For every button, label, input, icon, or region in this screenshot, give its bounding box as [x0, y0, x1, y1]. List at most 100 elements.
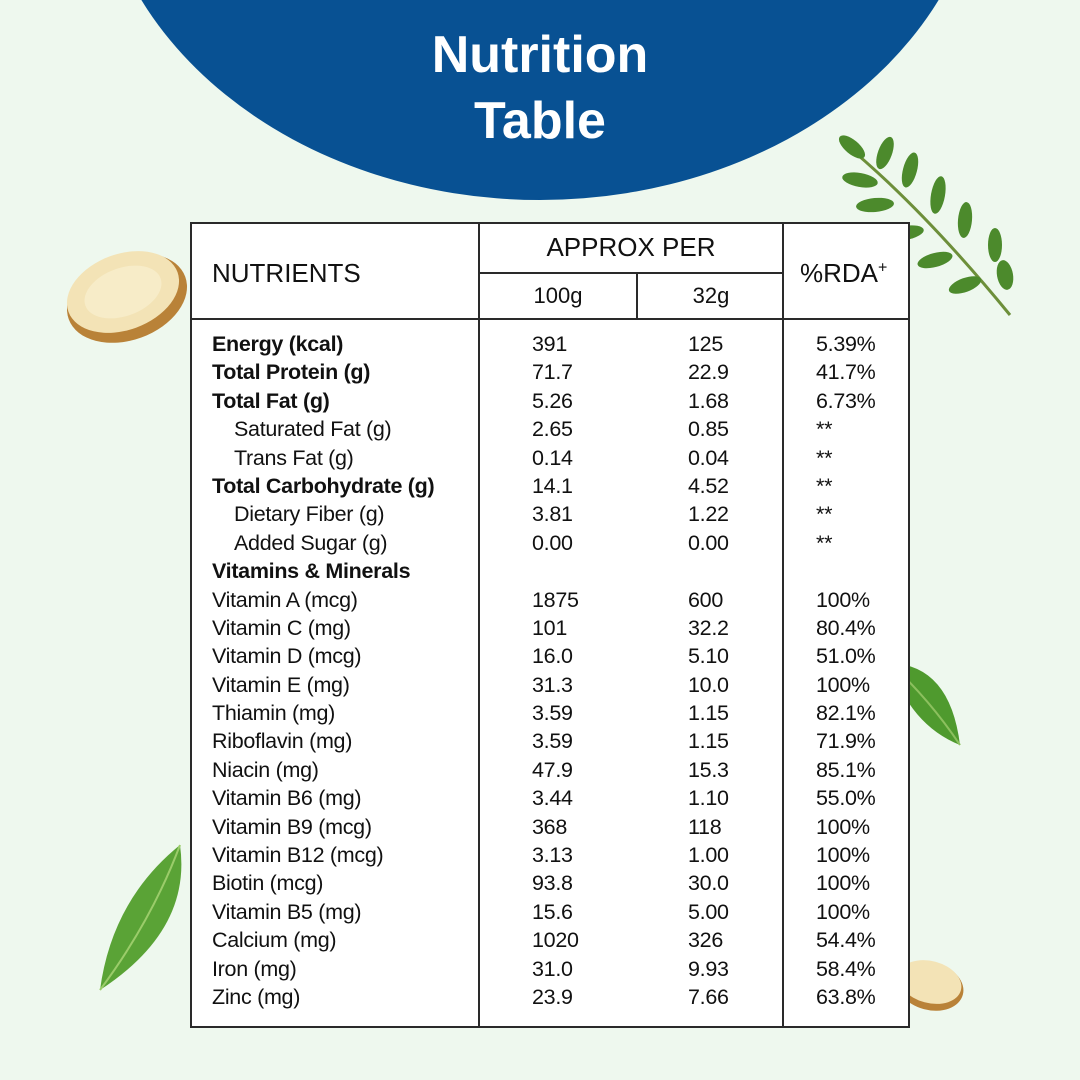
approx-per-header: APPROX PER — [546, 232, 716, 262]
rda-value: ** — [816, 445, 833, 470]
nutrient-name: Calcium (mg) — [212, 928, 337, 953]
rda-value: 6.73% — [816, 388, 876, 413]
value-100g: 23.9 — [532, 984, 573, 1009]
rda-superscript: + — [878, 259, 888, 277]
table-row: Biotin (mcg) 93.8 30.0 100% — [192, 869, 908, 897]
nutrient-name: Vitamin B5 (mg) — [212, 899, 362, 924]
table-divider — [478, 272, 784, 274]
nutrient-name: Total Carbohydrate (g) — [212, 473, 435, 498]
table-row: Riboflavin (mg) 3.59 1.15 71.9% — [192, 727, 908, 755]
nutrient-name: Saturated Fat (g) — [234, 417, 392, 442]
nutrient-name: Vitamin D (mcg) — [212, 644, 362, 669]
rda-value: 100% — [816, 587, 870, 612]
value-32g: 326 — [688, 928, 723, 953]
value-100g: 3.44 — [532, 786, 573, 811]
value-100g: 1020 — [532, 928, 579, 953]
value-100g: 3.59 — [532, 729, 573, 754]
rda-value: ** — [816, 502, 833, 527]
rda-value: 100% — [816, 672, 870, 697]
rda-value: 100% — [816, 871, 870, 896]
table-row: Niacin (mg) 47.9 15.3 85.1% — [192, 756, 908, 784]
table-divider — [192, 318, 908, 320]
table-divider — [478, 224, 480, 1026]
value-100g: 14.1 — [532, 473, 573, 498]
col-100g-header: 100g — [533, 283, 583, 308]
rda-value: 5.39% — [816, 332, 876, 356]
value-100g: 5.26 — [532, 388, 573, 413]
value-100g: 3.59 — [532, 701, 573, 726]
value-32g: 0.04 — [688, 445, 729, 470]
rda-value: 100% — [816, 899, 870, 924]
value-100g: 0.14 — [532, 445, 573, 470]
value-32g: 4.52 — [688, 473, 729, 498]
table-row: Total Protein (g) 71.7 22.9 41.7% — [192, 358, 908, 386]
rda-value: 85.1% — [816, 757, 876, 782]
value-100g: 391 — [532, 332, 567, 356]
rda-header: %RDA+ — [800, 258, 887, 289]
table-row: Thiamin (mg) 3.59 1.15 82.1% — [192, 699, 908, 727]
table-row: Added Sugar (g) 0.00 0.00 ** — [192, 529, 908, 557]
nutrient-name: Trans Fat (g) — [234, 445, 354, 470]
value-32g: 22.9 — [688, 360, 729, 385]
value-100g: 3.13 — [532, 843, 573, 868]
value-32g: 9.93 — [688, 956, 729, 981]
value-32g: 125 — [688, 332, 723, 356]
value-32g: 1.10 — [688, 786, 729, 811]
value-32g: 15.3 — [688, 757, 729, 782]
table-row: Calcium (mg) 1020 326 54.4% — [192, 926, 908, 954]
value-100g: 0.00 — [532, 530, 573, 555]
value-32g: 1.15 — [688, 729, 729, 754]
rda-value: 82.1% — [816, 701, 876, 726]
ginger-slice-illustration — [896, 960, 964, 1011]
value-32g: 1.22 — [688, 502, 729, 527]
value-100g: 31.0 — [532, 956, 573, 981]
value-32g: 1.00 — [688, 843, 729, 868]
nutrient-name: Added Sugar (g) — [234, 530, 388, 555]
table-row: Vitamins & Minerals — [192, 557, 908, 585]
nutrient-name: Thiamin (mg) — [212, 701, 336, 726]
green-leaf-illustration — [99, 844, 182, 991]
table-row: Saturated Fat (g) 2.65 0.85 ** — [192, 415, 908, 443]
table-row: Vitamin B12 (mcg) 3.13 1.00 100% — [192, 841, 908, 869]
table-divider — [636, 272, 638, 320]
rda-value: 80.4% — [816, 615, 876, 640]
value-32g: 0.00 — [688, 530, 729, 555]
rda-value: 58.4% — [816, 956, 876, 981]
value-100g: 1875 — [532, 587, 579, 612]
nutrient-name: Iron (mg) — [212, 956, 297, 981]
value-100g: 3.81 — [532, 502, 573, 527]
value-100g: 16.0 — [532, 644, 573, 669]
nutrient-name: Zinc (mg) — [212, 984, 301, 1009]
rda-value: 100% — [816, 814, 870, 839]
value-32g: 600 — [688, 587, 723, 612]
nutrient-name: Vitamin E (mg) — [212, 672, 350, 697]
value-32g: 10.0 — [688, 672, 729, 697]
table-row: Energy (kcal) 391 125 5.39% — [192, 330, 908, 358]
rda-value: 71.9% — [816, 729, 876, 754]
table-row: Vitamin B9 (mcg) 368 118 100% — [192, 813, 908, 841]
title-line-1: Nutrition — [431, 26, 649, 84]
nutrient-name: Niacin (mg) — [212, 757, 319, 782]
nutrient-name: Vitamin B6 (mg) — [212, 786, 362, 811]
nutrient-name: Riboflavin (mg) — [212, 729, 353, 754]
nutrient-name: Vitamin B9 (mcg) — [212, 814, 372, 839]
value-32g: 7.66 — [688, 984, 729, 1009]
nutrient-name: Biotin (mcg) — [212, 871, 324, 896]
col-32g-header: 32g — [692, 283, 730, 308]
nutrient-name: Total Fat (g) — [212, 388, 330, 413]
rda-value: 63.8% — [816, 984, 876, 1009]
ginger-slice-illustration — [66, 251, 188, 343]
value-100g: 71.7 — [532, 360, 573, 385]
rda-value: 51.0% — [816, 644, 876, 669]
moringa-branch-illustration — [838, 135, 1014, 316]
value-100g: 93.8 — [532, 871, 573, 896]
value-32g: 5.10 — [688, 644, 729, 669]
nutrients-header: NUTRIENTS — [212, 258, 361, 288]
table-row: Dietary Fiber (g) 3.81 1.22 ** — [192, 500, 908, 528]
nutrient-name: Vitamins & Minerals — [212, 559, 411, 584]
table-row: Vitamin C (mg) 101 32.2 80.4% — [192, 614, 908, 642]
nutrition-table: NUTRIENTS APPROX PER 100g 32g %RDA+ Ener… — [190, 222, 910, 1028]
table-row: Total Fat (g) 5.26 1.68 6.73% — [192, 387, 908, 415]
table-row: Zinc (mg) 23.9 7.66 63.8% — [192, 983, 908, 1011]
table-divider — [782, 224, 784, 1026]
